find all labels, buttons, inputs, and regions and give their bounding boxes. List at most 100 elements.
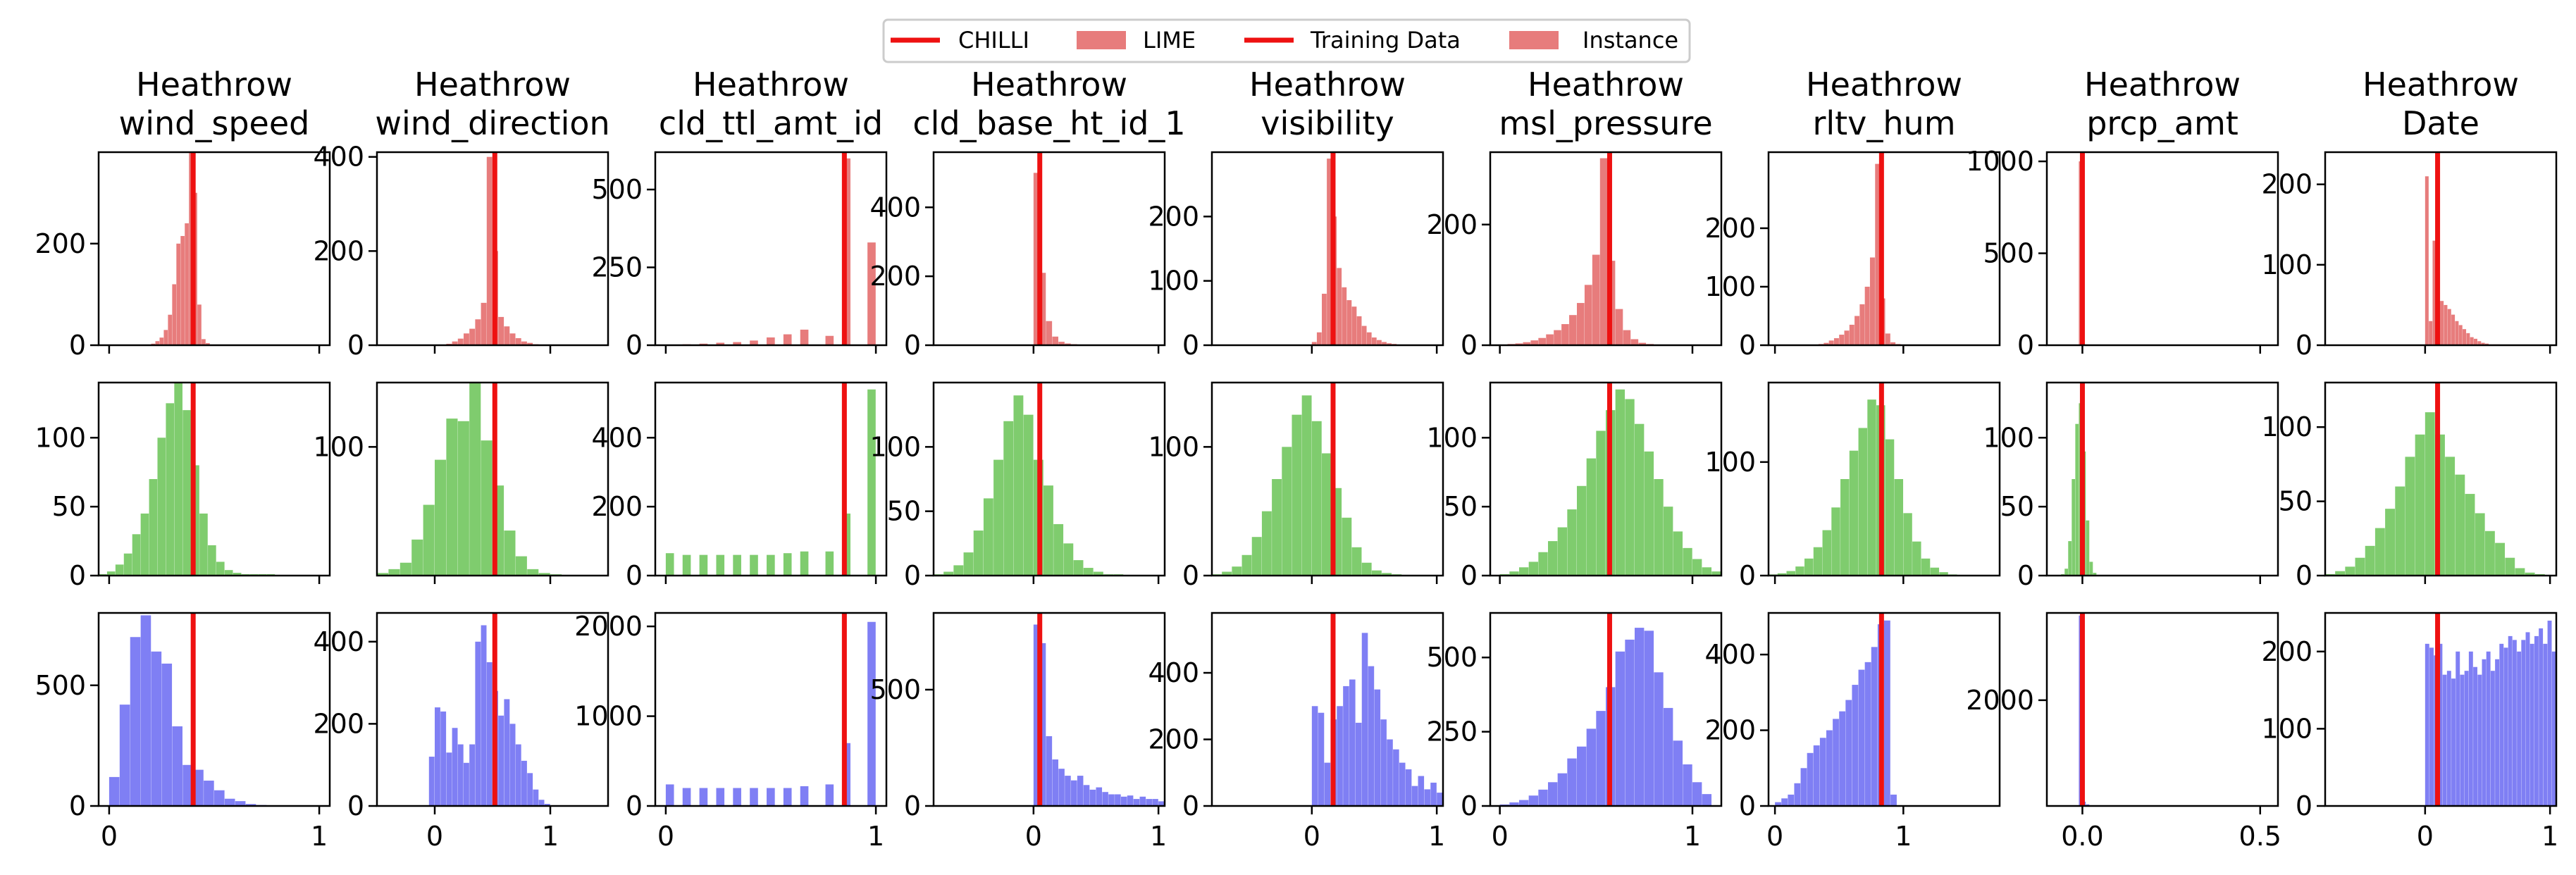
histogram-bar	[1039, 643, 1046, 806]
x-tick-label: 0	[1492, 821, 1509, 852]
y-tick-label: 0	[2296, 330, 2312, 361]
feature-column-cld-ttl-amt-id: Heathrowcld_ttl_amt_id025050002004000100…	[574, 66, 888, 852]
histogram-bar	[538, 800, 545, 806]
y-tick-label: 100	[1704, 447, 1756, 478]
histogram-bar	[1355, 722, 1362, 806]
histogram-bar	[2521, 640, 2526, 806]
histogram-bars	[99, 383, 275, 576]
y-tick-label: 100	[35, 422, 86, 453]
histogram-bar	[1794, 783, 1801, 806]
histogram-bar	[1077, 776, 1084, 806]
histogram-bar	[428, 757, 435, 806]
histogram-bar	[452, 728, 458, 806]
histogram-bar	[2440, 301, 2444, 345]
histogram-bar	[140, 513, 149, 576]
histogram-bar	[538, 573, 550, 576]
histogram-bar	[498, 316, 504, 345]
histogram-bar	[2525, 572, 2535, 576]
panel-wind-speed-row-3: 0 500 0 1	[35, 612, 331, 852]
histogram-bar	[1382, 573, 1392, 576]
y-tick-label: 100	[2261, 713, 2312, 744]
panel-title-line: Heathrow	[1528, 66, 1684, 104]
histogram-bar	[1152, 799, 1158, 806]
y-tick-label: 100	[1148, 266, 1199, 297]
histogram-bar	[953, 565, 964, 576]
legend-swatch-lime	[1077, 31, 1126, 49]
x-tick-label: 0	[2417, 821, 2434, 852]
histogram-bar	[767, 788, 775, 806]
histogram-bar	[202, 339, 206, 345]
histogram-bar	[2482, 659, 2487, 806]
histogram-bar	[1795, 566, 1804, 576]
histogram-bars	[1499, 158, 1669, 345]
histogram-bar	[1864, 662, 1871, 806]
histogram-bar	[825, 784, 834, 806]
histogram-bar	[515, 744, 521, 806]
histogram-bar	[1361, 325, 1367, 345]
histogram-bars	[2075, 615, 2097, 806]
histogram-bars	[1311, 159, 1402, 345]
histogram-bar	[2547, 620, 2552, 806]
histogram-bar	[1083, 785, 1090, 806]
histogram-bar	[2365, 545, 2375, 576]
histogram-bar	[1596, 711, 1606, 806]
panel-title-line: Heathrow	[2363, 66, 2519, 104]
histogram-bar	[1885, 439, 1895, 576]
histogram-bar	[1115, 794, 1121, 806]
y-tick-label: 500	[35, 670, 86, 701]
histogram-bar	[1349, 679, 1356, 806]
histogram-bar	[2345, 566, 2355, 576]
y-tick-label: 100	[1704, 271, 1756, 302]
histogram-bar	[2385, 509, 2395, 576]
histogram-bar	[509, 333, 516, 345]
histogram-bar	[2477, 674, 2482, 806]
histogram-bar	[1586, 458, 1597, 576]
histogram-bar	[1120, 796, 1127, 806]
histogram-bar	[2475, 513, 2485, 576]
histogram-bar	[1261, 511, 1272, 576]
histogram-bar	[486, 662, 493, 806]
histogram-bar	[1371, 337, 1377, 345]
histogram-bar	[1139, 796, 1146, 806]
histogram-bar	[1840, 479, 1850, 576]
histogram-bar	[699, 554, 708, 576]
x-tick-label: 1	[1150, 821, 1167, 852]
histogram-bar	[157, 438, 166, 576]
panel-cld-ttl-amt-id-row-3: 0 1000 2000 0 1	[574, 611, 888, 852]
histogram-bar	[825, 335, 834, 345]
histogram-bar	[1405, 769, 1412, 806]
histogram-bars	[1033, 173, 1096, 345]
histogram-bar	[2072, 479, 2076, 576]
histogram-bar	[1399, 762, 1406, 806]
histogram-bar	[457, 421, 469, 576]
y-tick-label: 0	[904, 330, 921, 361]
histogram-bar	[533, 789, 539, 806]
histogram-bar	[1241, 554, 1252, 576]
panel-frame	[1767, 612, 2001, 807]
histogram-bars	[1033, 624, 1165, 806]
panel-wind-speed-row-2: 0 50 100	[35, 381, 331, 591]
histogram-bar	[1828, 340, 1834, 345]
histogram-bar	[504, 530, 516, 576]
histogram-bar	[2405, 457, 2415, 576]
x-tick-label: 1	[1895, 821, 1912, 852]
histogram-bar	[176, 243, 180, 345]
histogram-bar	[2490, 671, 2495, 806]
y-tick-label: 200	[869, 261, 921, 292]
histogram-bar	[2525, 632, 2530, 806]
histogram-bar	[1023, 414, 1034, 576]
y-tick-label: 1000	[574, 701, 643, 732]
histogram-bar	[1093, 571, 1103, 576]
histogram-bar	[1884, 620, 1890, 806]
y-tick-label: 100	[1983, 422, 2034, 453]
histogram-bar	[224, 798, 235, 806]
y-tick-label: 50	[1444, 491, 1478, 522]
panel-frame	[97, 381, 331, 577]
panel-title-line: Date	[2402, 104, 2479, 142]
panel-title-line: wind_speed	[119, 104, 310, 142]
histogram-bar	[151, 651, 162, 806]
histogram-bar	[1577, 746, 1587, 806]
